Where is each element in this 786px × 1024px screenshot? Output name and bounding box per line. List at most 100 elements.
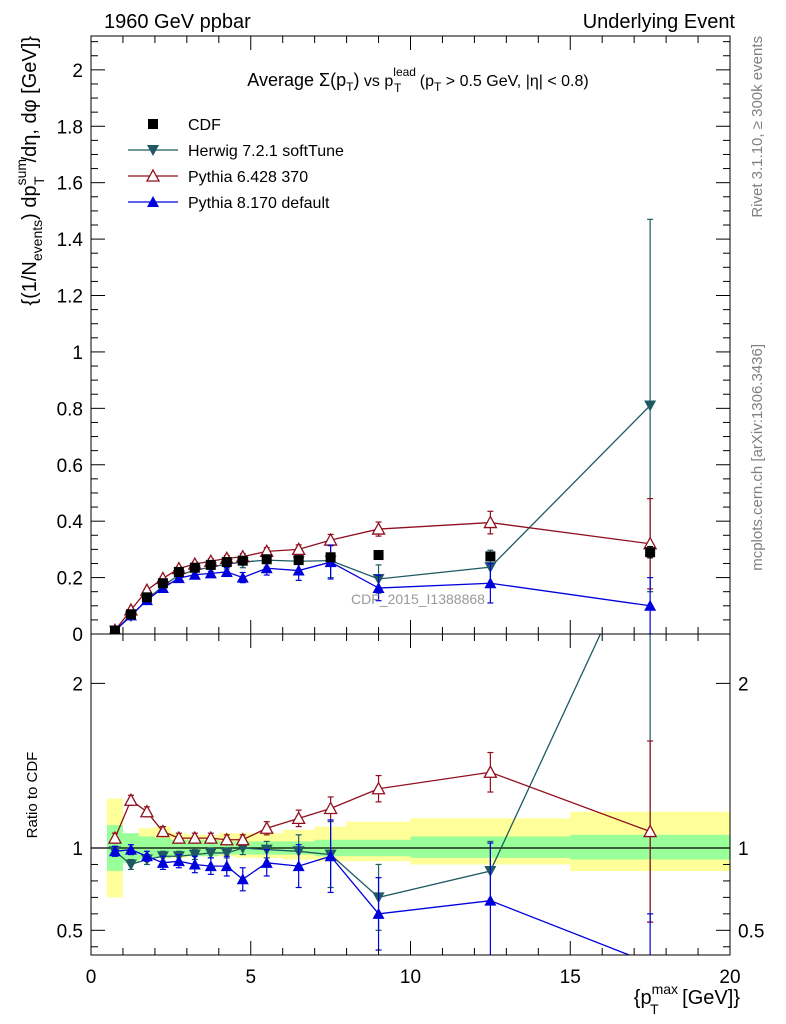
x-tick-label: 5 <box>245 967 256 988</box>
plot-title: Average Σ(pT) vs plead T (pT > 0.5 GeV, |… <box>247 65 588 95</box>
main-cdf-point <box>221 557 232 568</box>
main-py8-point <box>172 572 185 584</box>
ratio-py8-point <box>188 858 201 870</box>
y-tick-label-ratio-right: 0.5 <box>738 921 764 942</box>
legend: CDF Herwig 7.2.1 softTune Pythia 6.428 370… <box>128 117 344 212</box>
main-series-py8 <box>109 544 657 634</box>
x-axis-label: {pmax T [GeV]} <box>634 981 741 1017</box>
legend-item-py8: Pythia 8.170 default <box>128 195 330 212</box>
ratio-py6-point <box>219 832 234 846</box>
main-py8-point <box>260 562 273 574</box>
ratio-series-py6 <box>107 740 658 923</box>
ratio-py8-point <box>124 843 137 855</box>
ratio-py8-point <box>292 860 305 872</box>
main-py8-point <box>236 571 249 583</box>
ratio-frame <box>90 633 731 956</box>
ratio-py6-point <box>643 824 658 838</box>
ratio-py8-point <box>140 850 153 862</box>
legend-marker-py6 <box>145 168 161 182</box>
x-tick-label: 10 <box>400 967 421 988</box>
x-tick-label: 20 <box>719 967 740 988</box>
ratio-py8-point <box>156 856 169 868</box>
y-tick-label-main: 1.8 <box>57 117 83 138</box>
legend-label: CDF <box>188 117 221 134</box>
ratio-py6-point <box>291 811 306 825</box>
main-py6-point <box>483 515 498 529</box>
main-series-herwig <box>108 218 657 634</box>
main-py6-point <box>371 521 386 535</box>
ratio-py8-point <box>644 957 656 968</box>
main-cdf-point <box>157 578 168 589</box>
ratio-py6-point <box>371 781 386 795</box>
y-tick-label-main: 0.6 <box>57 456 83 477</box>
mcplots-label: mcplots.cern.ch [arXiv:1306.3436] <box>749 344 766 571</box>
ratio-py6-point <box>171 830 186 844</box>
main-herwig-point <box>644 400 657 412</box>
main-cdf-point <box>109 625 120 634</box>
main-cdf-point <box>373 550 384 561</box>
y-tick-label-main: 1.4 <box>57 230 84 251</box>
main-py8-point <box>188 568 201 580</box>
ratio-herwig-point <box>220 847 233 859</box>
legend-marker-py8 <box>147 196 159 207</box>
legend-marker-herwig <box>147 145 159 156</box>
ratio-py6-point <box>155 824 170 838</box>
ratio-series-py8 <box>108 819 656 968</box>
ratio-py6-point <box>203 830 218 844</box>
header-left: 1960 GeV ppbar <box>104 11 251 33</box>
ratio-herwig-point <box>204 847 217 859</box>
ratio-py8-point <box>172 855 185 867</box>
ratio-py6-point <box>323 801 338 815</box>
legend-label: Pythia 6.428 370 <box>188 169 308 186</box>
y-tick-label-main: 0 <box>72 625 83 646</box>
legend-label: Pythia 8.170 default <box>188 195 330 212</box>
ratio-py8-point <box>260 856 273 868</box>
main-cdf-point <box>261 554 272 565</box>
main-cdf-point <box>205 559 216 570</box>
legend-item-cdf: CDF <box>148 117 221 134</box>
y-tick-label-main: 1.6 <box>57 174 83 195</box>
main-cdf-point <box>237 555 248 566</box>
ratio-herwig-point <box>124 859 137 871</box>
watermark: CDF_2015_I1388868 <box>351 591 485 607</box>
rivet-label: Rivet 3.1.10, ≥ 300k events <box>749 36 766 218</box>
ratio-herwig-point <box>236 843 249 854</box>
y-tick-label-ratio-right: 2 <box>738 674 749 695</box>
ratio-py8-point <box>236 873 249 885</box>
main-frame <box>90 35 731 635</box>
ratio-py8-point <box>204 860 217 872</box>
legend-item-py6: Pythia 6.428 370 <box>128 168 308 186</box>
ratio-series-layer <box>107 634 658 968</box>
y-tick-label-main: 1 <box>72 343 83 364</box>
y-axis-label-main: {(1/Nevents) dpsum T/dη, dφ [GeV]} <box>13 36 47 306</box>
main-py6-point <box>291 542 306 556</box>
legend-label: Herwig 7.2.1 softTune <box>188 143 344 160</box>
main-cdf-point <box>293 555 304 566</box>
ratio-py8-point <box>108 845 121 857</box>
main-series-layer <box>108 218 658 634</box>
main-cdf-point <box>485 551 496 562</box>
ratio-py8-point <box>220 860 233 872</box>
ratio-py6-point <box>187 830 202 844</box>
y-tick-label-main: 0.2 <box>57 569 83 590</box>
main-py8-point <box>220 565 233 577</box>
main-cdf-point <box>141 592 152 603</box>
ratio-py6-point <box>139 804 155 818</box>
y-tick-label-main: 2 <box>72 61 83 82</box>
main-py8-point <box>204 567 217 579</box>
main-py8-point <box>372 582 385 594</box>
main-cdf-point <box>173 566 184 577</box>
main-cdf-point <box>645 547 656 558</box>
legend-item-herwig: Herwig 7.2.1 softTune <box>128 143 344 160</box>
header-right: Underlying Event <box>583 11 736 33</box>
ratio-py6-point <box>123 792 139 806</box>
legend-marker-cdf <box>148 119 158 129</box>
ratio-py6-point <box>483 764 498 778</box>
ratio-py6-point <box>235 832 250 846</box>
y-axis-label-ratio: Ratio to CDF <box>24 752 41 839</box>
y-tick-label-ratio: 0.5 <box>57 921 83 942</box>
ratio-py8-point <box>484 894 497 906</box>
x-tick-label: 0 <box>86 967 97 988</box>
y-tick-label-ratio: 2 <box>72 674 83 695</box>
